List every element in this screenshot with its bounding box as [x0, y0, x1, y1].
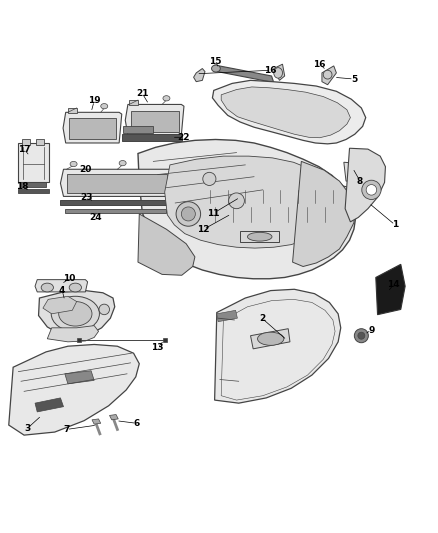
Polygon shape	[138, 140, 356, 279]
Polygon shape	[67, 174, 167, 193]
Text: 24: 24	[89, 213, 102, 222]
Text: 23: 23	[81, 193, 93, 202]
Polygon shape	[18, 143, 49, 182]
Polygon shape	[21, 182, 46, 187]
Polygon shape	[293, 161, 355, 266]
Polygon shape	[138, 214, 195, 275]
Polygon shape	[251, 329, 290, 349]
Text: 4: 4	[59, 286, 65, 295]
Text: 11: 11	[208, 208, 220, 217]
Text: 8: 8	[357, 176, 363, 185]
Polygon shape	[196, 182, 354, 206]
Polygon shape	[274, 64, 285, 80]
Ellipse shape	[203, 172, 216, 185]
Polygon shape	[9, 344, 139, 435]
Text: 2: 2	[259, 314, 265, 322]
Text: 22: 22	[178, 133, 190, 142]
Text: 19: 19	[88, 96, 100, 106]
Polygon shape	[92, 419, 101, 424]
Polygon shape	[69, 118, 116, 140]
Text: 15: 15	[209, 57, 222, 66]
Ellipse shape	[212, 65, 220, 72]
Ellipse shape	[181, 207, 195, 221]
Polygon shape	[345, 148, 385, 222]
Polygon shape	[65, 371, 94, 384]
Text: 21: 21	[136, 89, 148, 98]
Polygon shape	[212, 80, 366, 144]
Polygon shape	[60, 169, 173, 197]
Polygon shape	[131, 110, 179, 132]
Polygon shape	[63, 112, 122, 143]
Polygon shape	[47, 326, 99, 342]
Ellipse shape	[99, 304, 110, 314]
Polygon shape	[165, 156, 339, 248]
Text: 5: 5	[351, 75, 357, 84]
Polygon shape	[36, 139, 44, 145]
Text: 20: 20	[79, 165, 92, 174]
Polygon shape	[110, 415, 118, 420]
Text: 9: 9	[368, 326, 374, 335]
Polygon shape	[182, 200, 348, 226]
Text: 14: 14	[387, 280, 399, 289]
Polygon shape	[221, 87, 350, 138]
Text: 1: 1	[392, 220, 398, 229]
Ellipse shape	[229, 193, 244, 209]
Polygon shape	[35, 398, 64, 412]
Ellipse shape	[163, 96, 170, 101]
Polygon shape	[129, 100, 138, 106]
Ellipse shape	[69, 283, 81, 292]
Polygon shape	[122, 134, 182, 141]
Polygon shape	[344, 162, 361, 181]
Ellipse shape	[247, 232, 272, 241]
Polygon shape	[123, 126, 153, 133]
Polygon shape	[35, 280, 88, 292]
Polygon shape	[322, 66, 336, 85]
Text: 13: 13	[152, 343, 164, 352]
Polygon shape	[376, 264, 405, 314]
Text: 10: 10	[63, 274, 75, 283]
Polygon shape	[217, 310, 237, 322]
Polygon shape	[22, 139, 30, 145]
Polygon shape	[215, 65, 274, 83]
Ellipse shape	[366, 184, 377, 195]
Polygon shape	[77, 338, 81, 342]
Text: 3: 3	[24, 424, 30, 433]
Polygon shape	[43, 296, 77, 314]
Ellipse shape	[119, 160, 126, 166]
Ellipse shape	[59, 302, 92, 326]
Polygon shape	[60, 200, 173, 205]
Text: 12: 12	[198, 225, 210, 234]
Polygon shape	[65, 209, 166, 213]
Ellipse shape	[362, 180, 381, 199]
Ellipse shape	[258, 332, 284, 345]
Ellipse shape	[70, 161, 77, 167]
Text: 16: 16	[265, 66, 277, 75]
Ellipse shape	[51, 296, 99, 332]
Polygon shape	[194, 69, 205, 82]
Text: 16: 16	[314, 60, 326, 69]
Text: 18: 18	[17, 182, 29, 191]
Ellipse shape	[41, 283, 53, 292]
Ellipse shape	[323, 70, 332, 79]
Text: 6: 6	[134, 419, 140, 428]
Polygon shape	[163, 338, 167, 342]
Polygon shape	[215, 289, 341, 403]
Polygon shape	[18, 189, 49, 193]
Text: 7: 7	[64, 425, 70, 434]
Ellipse shape	[358, 332, 365, 339]
Polygon shape	[68, 108, 77, 113]
Ellipse shape	[176, 201, 201, 226]
Polygon shape	[125, 104, 184, 135]
Ellipse shape	[354, 329, 368, 343]
Ellipse shape	[274, 68, 283, 78]
Text: 17: 17	[18, 144, 30, 154]
Polygon shape	[39, 290, 115, 336]
Polygon shape	[240, 231, 279, 243]
Ellipse shape	[101, 103, 108, 109]
